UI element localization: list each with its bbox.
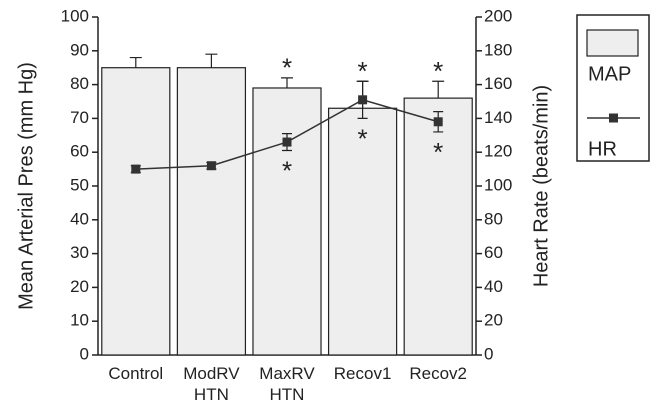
- y-tick-label: 50: [70, 175, 89, 194]
- legend-swatch: [586, 29, 639, 57]
- significance: *: [433, 137, 443, 167]
- bar: [252, 87, 322, 356]
- x-tick-label: Control: [108, 364, 163, 383]
- y-tick-label: 40: [70, 209, 89, 228]
- significance: *: [433, 56, 443, 86]
- x-tick-label-line: ModRV: [183, 364, 240, 383]
- error-bar: [281, 77, 293, 88]
- point: [131, 164, 141, 174]
- y2-tick-label: 140: [484, 108, 512, 127]
- y2-tick-label: 200: [484, 6, 512, 25]
- y2-tick-label: 80: [484, 209, 503, 228]
- point: [282, 137, 292, 147]
- bar: [403, 97, 473, 356]
- significance: *: [358, 56, 368, 86]
- y2-tick-label: 0: [484, 344, 493, 363]
- x-tick-label: ModRV HTN: [183, 364, 240, 404]
- legend-marker: [609, 113, 618, 123]
- significance: *: [282, 53, 292, 83]
- y2-tick-label: 180: [484, 40, 512, 59]
- significance: *: [358, 123, 368, 153]
- y2-tick-label: 60: [484, 243, 503, 262]
- point: [206, 161, 216, 171]
- y2-tick-label: 20: [484, 311, 503, 330]
- significance: *: [282, 155, 292, 185]
- x-tick-label: Recov2: [409, 364, 467, 383]
- y-tick-label: 80: [70, 74, 89, 93]
- y-tick-label: 70: [70, 108, 89, 127]
- legend-box: [576, 14, 650, 162]
- point: [433, 117, 443, 127]
- y2-tick-label: 40: [484, 277, 503, 296]
- y-tick-label: 100: [61, 6, 89, 25]
- x-tick-label-line: Recov1: [334, 364, 392, 383]
- y-tick-label: 60: [70, 142, 89, 161]
- x-tick-label-line: Recov2: [409, 364, 467, 383]
- error-bar: [129, 56, 142, 68]
- x-tick-label-line: MaxRV: [259, 364, 315, 383]
- x-tick-label-line: HTN: [194, 385, 229, 404]
- y-axis-label: Mean Arterial Pres (mm Hg): [15, 62, 37, 310]
- legend-label: HR: [588, 138, 617, 160]
- x-tick-label: Recov1: [334, 364, 392, 383]
- y2-tick-label: 100: [484, 175, 512, 194]
- y-tick-label: 0: [80, 344, 89, 363]
- point: [358, 95, 368, 105]
- y-tick-label: 30: [70, 243, 89, 262]
- x-tick-label: MaxRV HTN: [259, 364, 315, 404]
- y-tick-label: 20: [70, 277, 89, 296]
- y2-axis-label: Heart Rate (beats/min): [530, 85, 552, 287]
- y2-tick-label: 160: [484, 74, 512, 93]
- bar: [101, 67, 171, 356]
- bar: [176, 67, 247, 356]
- x-tick-label-line: HTN: [270, 385, 305, 404]
- error-bar: [205, 53, 218, 68]
- x-tick-label-line: Control: [108, 364, 163, 383]
- legend-label: MAP: [588, 63, 631, 85]
- y-tick-label: 10: [70, 311, 89, 330]
- y2-tick-label: 120: [484, 142, 512, 161]
- y-tick-label: 90: [70, 40, 89, 59]
- error-bar: [432, 80, 445, 99]
